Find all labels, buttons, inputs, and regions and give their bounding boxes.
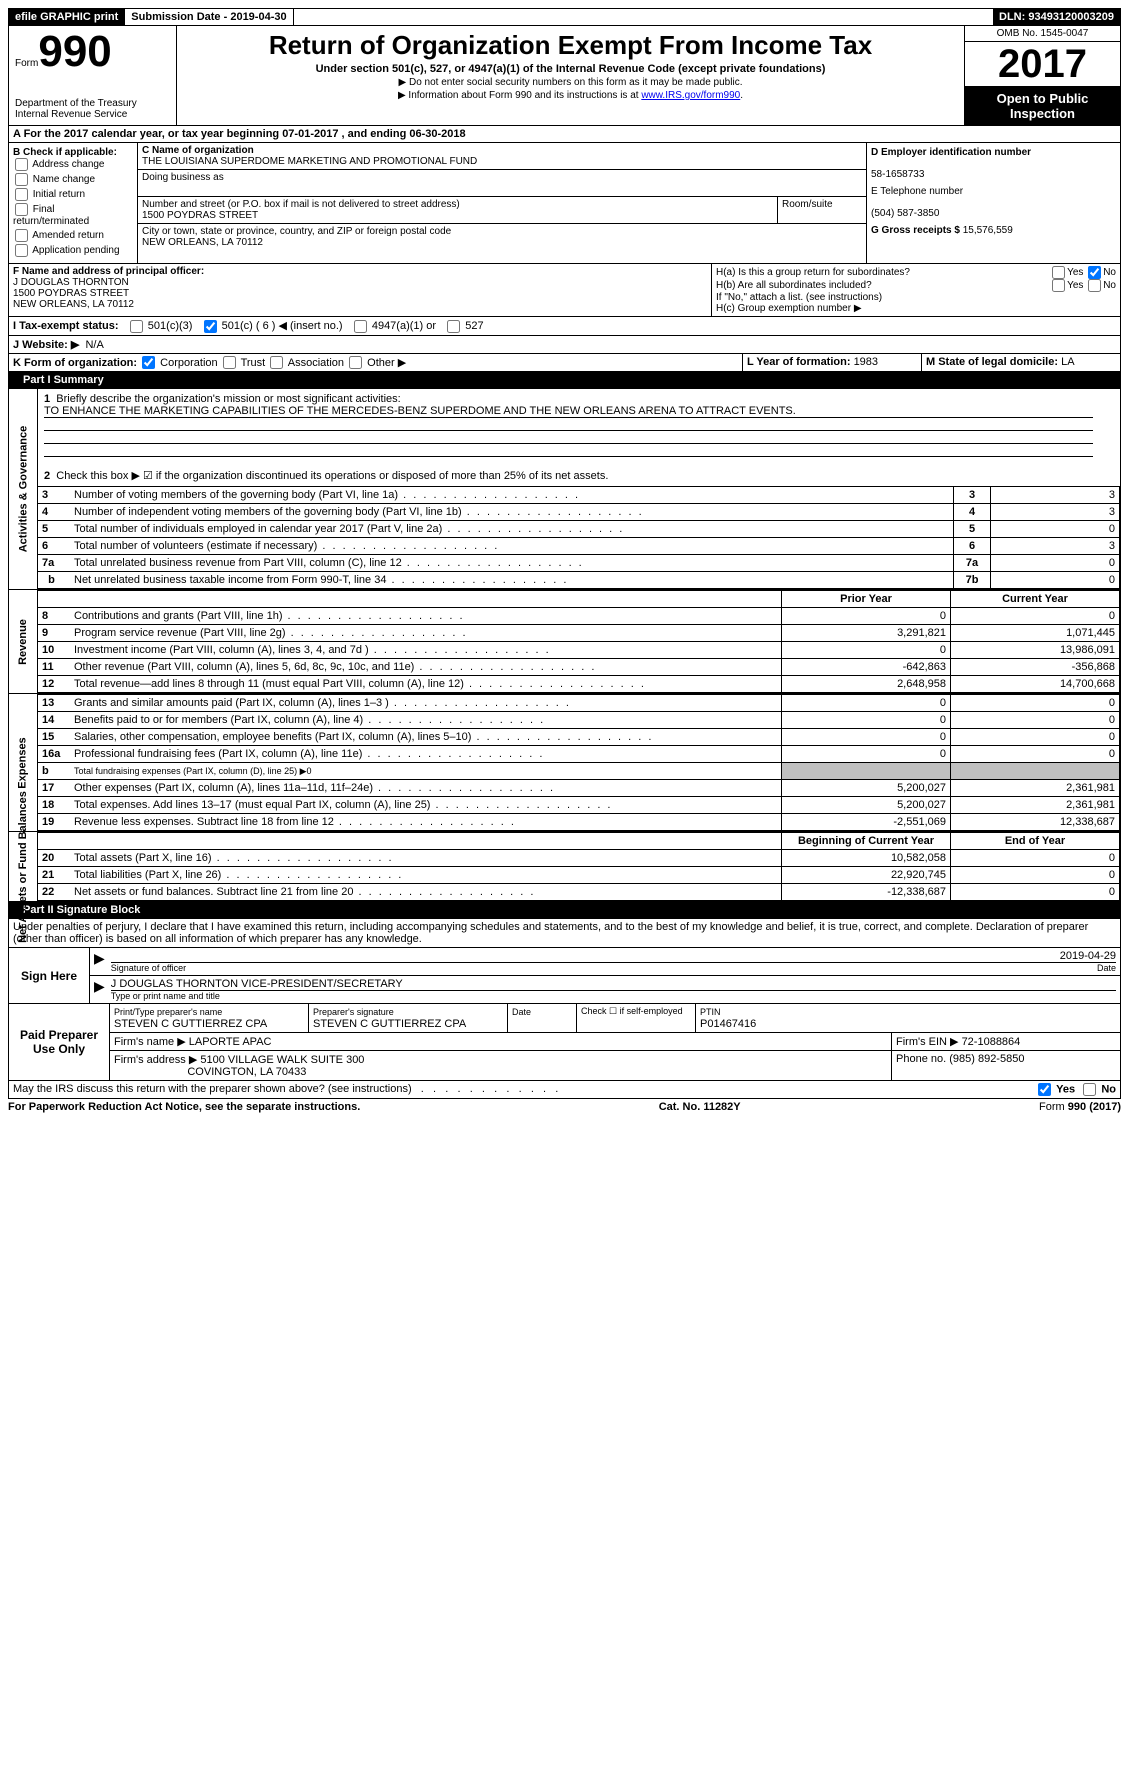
table-row: 5Total number of individuals employed in… <box>38 521 1120 538</box>
expenses-section: Expenses 13Grants and similar amounts pa… <box>8 694 1121 832</box>
table-row: 11Other revenue (Part VIII, column (A), … <box>38 659 1120 676</box>
table-row: 17Other expenses (Part IX, column (A), l… <box>38 780 1120 797</box>
discuss-no[interactable] <box>1083 1083 1096 1096</box>
b-option: Initial return <box>13 188 133 201</box>
col-b: B Check if applicable: Address change Na… <box>9 143 138 263</box>
b-option: Address change <box>13 158 133 171</box>
discuss-yes[interactable] <box>1038 1083 1051 1096</box>
table-row: 6Total number of volunteers (estimate if… <box>38 538 1120 555</box>
section-bcd: B Check if applicable: Address change Na… <box>8 143 1121 264</box>
header-left: Form990 Department of the Treasury Inter… <box>9 26 177 125</box>
activities-governance: Activities & Governance 1 Briefly descri… <box>8 389 1121 590</box>
table-row: 12Total revenue—add lines 8 through 11 (… <box>38 676 1120 693</box>
k-trust[interactable] <box>223 356 236 369</box>
ha-no[interactable] <box>1088 266 1101 279</box>
table-row: 14Benefits paid to or for members (Part … <box>38 712 1120 729</box>
line-i: I Tax-exempt status: 501(c)(3) 501(c) ( … <box>8 317 1121 336</box>
table-row: 9Program service revenue (Part VIII, lin… <box>38 625 1120 642</box>
b-checkbox[interactable] <box>15 173 28 186</box>
table-row: bTotal fundraising expenses (Part IX, co… <box>38 763 1120 780</box>
line-a: A For the 2017 calendar year, or tax yea… <box>8 126 1121 143</box>
header-right: OMB No. 1545-0047 2017 Open to Public In… <box>964 26 1120 125</box>
table-row: 3Number of voting members of the governi… <box>38 487 1120 504</box>
submission-cell: Submission Date - 2019-04-30 <box>125 9 293 25</box>
b-checkbox[interactable] <box>15 244 28 257</box>
part2-header: Part II Signature Block <box>8 902 1121 919</box>
revenue-section: Revenue Prior YearCurrent Year8Contribut… <box>8 590 1121 694</box>
b-checkbox[interactable] <box>15 158 28 171</box>
table-row: 7aTotal unrelated business revenue from … <box>38 555 1120 572</box>
table-row: 20Total assets (Part X, line 16)10,582,0… <box>38 850 1120 867</box>
table-row: 16aProfessional fundraising fees (Part I… <box>38 746 1120 763</box>
table-row: 10Investment income (Part VIII, column (… <box>38 642 1120 659</box>
table-row: 22Net assets or fund balances. Subtract … <box>38 884 1120 901</box>
table-row: 21Total liabilities (Part X, line 26)22,… <box>38 867 1120 884</box>
hb-no[interactable] <box>1088 279 1101 292</box>
b-option: Application pending <box>13 244 133 257</box>
hb-yes[interactable] <box>1052 279 1065 292</box>
section-fh: F Name and address of principal officer:… <box>8 264 1121 317</box>
instructions-link[interactable]: www.IRS.gov/form990 <box>641 90 740 101</box>
b-checkbox[interactable] <box>15 188 28 201</box>
balances-section: Net Assets or Fund Balances Beginning of… <box>8 832 1121 902</box>
i-4947[interactable] <box>354 320 367 333</box>
table-row: 19Revenue less expenses. Subtract line 1… <box>38 814 1120 831</box>
line-klm: K Form of organization: Corporation Trus… <box>8 354 1121 373</box>
i-501c3[interactable] <box>130 320 143 333</box>
i-527[interactable] <box>447 320 460 333</box>
form-title: Return of Organization Exempt From Incom… <box>185 30 956 61</box>
i-501c[interactable] <box>204 320 217 333</box>
col-h: H(a) Is this a group return for subordin… <box>712 264 1120 316</box>
table-row: 8Contributions and grants (Part VIII, li… <box>38 608 1120 625</box>
col-c: C Name of organizationTHE LOUISIANA SUPE… <box>138 143 867 263</box>
form-header: Form990 Department of the Treasury Inter… <box>8 26 1121 126</box>
efile-label: efile GRAPHIC print <box>9 9 125 25</box>
header-mid: Return of Organization Exempt From Incom… <box>177 26 964 125</box>
col-f: F Name and address of principal officer:… <box>9 264 712 316</box>
dln-cell: DLN: 93493120003209 <box>993 9 1120 25</box>
irs-discuss: May the IRS discuss this return with the… <box>8 1081 1121 1099</box>
b-checkbox[interactable] <box>15 203 28 216</box>
k-corp[interactable] <box>142 356 155 369</box>
b-checkbox[interactable] <box>15 229 28 242</box>
table-row: 15Salaries, other compensation, employee… <box>38 729 1120 746</box>
signature-block: Under penalties of perjury, I declare th… <box>8 919 1121 1081</box>
table-row: 18Total expenses. Add lines 13–17 (must … <box>38 797 1120 814</box>
b-option: Name change <box>13 173 133 186</box>
b-option: Final return/terminated <box>13 203 133 227</box>
table-row: 13Grants and similar amounts paid (Part … <box>38 695 1120 712</box>
line-j: J Website: ▶ N/A <box>8 336 1121 354</box>
table-row: 4Number of independent voting members of… <box>38 504 1120 521</box>
page-footer: For Paperwork Reduction Act Notice, see … <box>8 1099 1121 1115</box>
part1-header: Part I Summary <box>8 372 1121 389</box>
k-other[interactable] <box>349 356 362 369</box>
col-d: D Employer identification number58-16587… <box>867 143 1120 263</box>
ha-yes[interactable] <box>1052 266 1065 279</box>
k-assoc[interactable] <box>270 356 283 369</box>
table-row: bNet unrelated business taxable income f… <box>38 572 1120 589</box>
b-option: Amended return <box>13 229 133 242</box>
top-bar: efile GRAPHIC print Submission Date - 20… <box>8 8 1121 26</box>
